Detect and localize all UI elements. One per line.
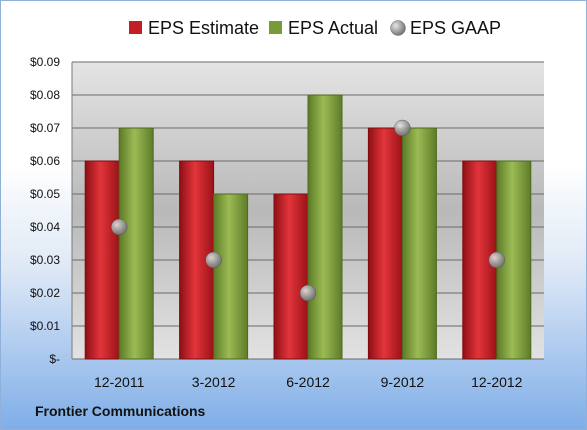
- legend-swatch-gaap: [390, 20, 406, 36]
- y-tick-label: $0.06: [30, 154, 60, 168]
- legend-label: EPS Estimate: [148, 18, 259, 38]
- legend-label: EPS GAAP: [410, 18, 501, 38]
- marker-eps-gaap: [205, 251, 222, 269]
- y-tick-label: $0.01: [30, 319, 60, 333]
- y-tick-label: $0.05: [30, 187, 60, 201]
- y-tick-label: $0.07: [30, 121, 60, 135]
- y-tick-label: $0.02: [30, 286, 60, 300]
- bar-eps-estimate: [367, 127, 403, 360]
- y-tick-label: $0.09: [30, 55, 60, 69]
- x-tick-label: 3-2012: [192, 374, 236, 390]
- bar-eps-actual: [307, 94, 343, 360]
- legend-label: EPS Actual: [288, 18, 378, 38]
- company-name: Frontier Communications: [35, 403, 206, 419]
- bar-eps-actual: [213, 193, 249, 360]
- x-tick-label: 12-2012: [471, 374, 523, 390]
- marker-eps-gaap: [110, 218, 128, 236]
- y-tick-label: $-: [49, 352, 60, 366]
- bar-eps-estimate: [273, 193, 309, 360]
- x-tick-label: 12-2011: [94, 374, 145, 390]
- marker-eps-gaap: [488, 251, 506, 269]
- y-tick-label: $0.04: [30, 220, 60, 234]
- marker-eps-gaap: [394, 119, 411, 137]
- x-tick-label: 9-2012: [381, 374, 425, 390]
- bar-eps-actual: [118, 127, 154, 360]
- bar-eps-estimate: [84, 160, 120, 360]
- legend-swatch-actual: [269, 21, 282, 34]
- legend-swatch-estimate: [129, 21, 142, 34]
- marker-eps-gaap: [299, 284, 317, 302]
- y-tick-label: $0.03: [30, 253, 60, 267]
- y-tick-label: $0.08: [30, 88, 60, 102]
- bar-eps-actual: [401, 127, 437, 360]
- x-tick-label: 6-2012: [286, 374, 330, 390]
